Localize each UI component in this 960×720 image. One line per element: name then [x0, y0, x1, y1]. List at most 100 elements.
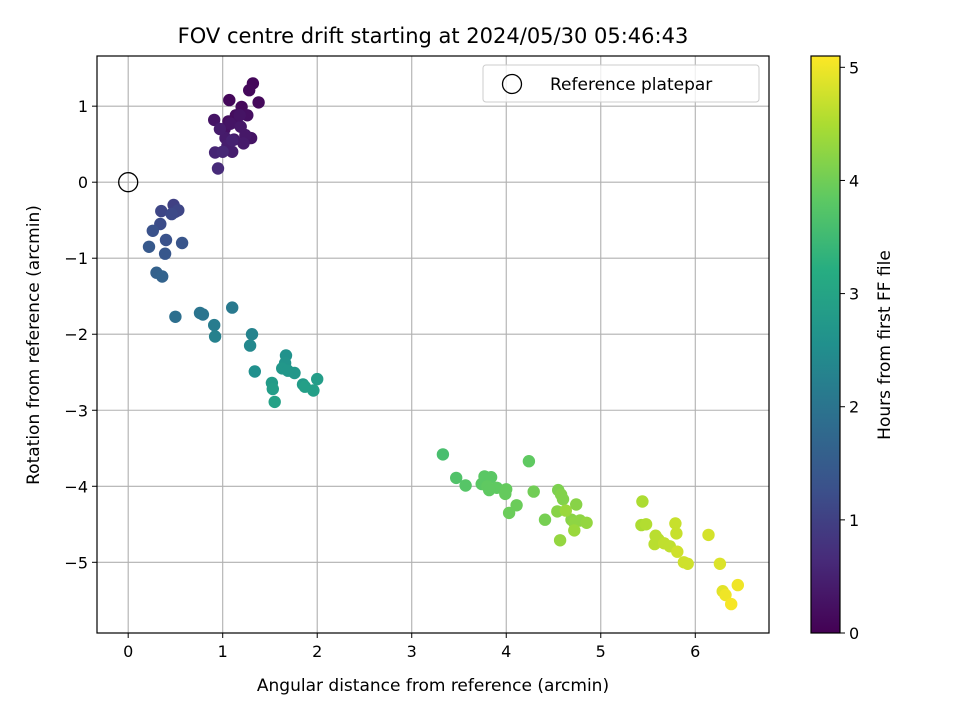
scatter-point [636, 495, 649, 508]
scatter-point [155, 204, 168, 218]
scatter-point [311, 372, 324, 386]
y-tick-label: −3 [64, 401, 88, 420]
x-tick-label: 4 [501, 642, 511, 661]
scatter-point [169, 310, 182, 323]
y-tick-label: −5 [64, 553, 88, 572]
reference-platepar-point [118, 172, 139, 193]
x-axis-ticks: 0 1 2 3 4 5 6 [123, 633, 700, 661]
scatter-point [522, 455, 536, 468]
y-tick-label: −4 [64, 477, 88, 496]
scatter-point [233, 109, 246, 122]
scatter-point [243, 339, 257, 352]
legend-box [482, 64, 760, 103]
scatter-point [713, 557, 727, 570]
scatter-point [570, 498, 583, 511]
scatter-point [196, 308, 210, 321]
scatter-point [671, 545, 684, 558]
scatter-point [499, 487, 512, 501]
colorbar-gradient [811, 56, 840, 633]
scatter-point [719, 588, 732, 602]
scatter-point [224, 117, 237, 130]
legend-entry-reference: Reference platepar [550, 75, 712, 95]
scatter-point [237, 137, 250, 150]
scatter-point [208, 318, 221, 332]
y-tick-label: −1 [64, 249, 88, 268]
plot-area: 0 1 2 3 4 5 6 1 0 −1 −2 −3 −4 −5 [64, 55, 770, 661]
scatter-point [527, 485, 540, 498]
scatter-point [502, 506, 516, 520]
scatter-point [208, 330, 222, 343]
scatter-point [670, 527, 683, 540]
scatter-point [226, 145, 239, 158]
scatter-point [158, 247, 172, 260]
legend: Reference platepar [482, 64, 760, 103]
scatter-point [268, 395, 281, 409]
scatter-point [159, 233, 173, 247]
scatter-point [216, 145, 229, 158]
x-axis-label: Angular distance from reference (arcmin) [257, 676, 609, 696]
scatter-point [568, 524, 581, 537]
scatter-point [538, 513, 552, 526]
x-tick-label: 5 [596, 642, 606, 661]
scatter-point [725, 597, 738, 611]
scatter-point [226, 134, 239, 147]
scatter-point [553, 534, 567, 547]
scatter-point [211, 162, 225, 175]
scatter-point [245, 328, 259, 341]
scatter-point [156, 270, 169, 283]
grid-lines [97, 56, 769, 633]
scatter-point [252, 96, 265, 109]
scatter-point [248, 365, 261, 378]
scatter-point [281, 364, 295, 377]
scatter-point [702, 528, 715, 542]
scatter-point [243, 84, 256, 97]
scatter-point [681, 557, 694, 570]
scatter-point [436, 448, 450, 461]
reference-layer [118, 172, 139, 193]
y-axis-ticks: 1 0 −1 −2 −3 −4 −5 [64, 97, 97, 572]
x-tick-label: 2 [312, 642, 322, 661]
colorbar-tick-label: 4 [849, 171, 859, 190]
plot-frame [96, 55, 770, 634]
scatter-point [165, 207, 178, 221]
scatter-point [146, 224, 159, 237]
scatter-point [556, 493, 570, 506]
chart-title: FOV centre drift starting at 2024/05/30 … [178, 24, 689, 48]
colorbar-tick-label: 5 [849, 58, 859, 77]
colorbar-tick-label: 1 [849, 511, 859, 530]
scatter-point [142, 240, 156, 253]
x-tick-label: 1 [218, 642, 228, 661]
scatter-point [639, 518, 653, 531]
scatter-point [669, 517, 682, 530]
scatter-point [731, 578, 744, 592]
colorbar-label: Hours from first FF file [875, 250, 895, 440]
scatter-point [266, 382, 279, 396]
x-tick-label: 6 [690, 642, 700, 661]
scatter-point [175, 236, 189, 250]
colorbar-tick-label: 0 [849, 624, 859, 643]
colorbar: 0 1 2 3 4 5 Hours from first FF file [810, 55, 895, 643]
colorbar-tick-label: 3 [849, 285, 859, 304]
scatter-point [580, 516, 593, 529]
scatter-point [559, 504, 572, 517]
colorbar-frame [810, 55, 841, 634]
scatter-point [450, 471, 463, 485]
x-tick-label: 0 [123, 642, 133, 661]
y-tick-label: 0 [78, 173, 88, 192]
scatter-point [226, 301, 239, 314]
y-axis-label: Rotation from reference (arcmin) [24, 205, 44, 485]
scatter-point [459, 479, 472, 492]
legend-reference-marker [501, 73, 523, 95]
scatter-point [510, 499, 523, 512]
x-tick-label: 3 [407, 642, 417, 661]
scatter-point [298, 380, 312, 393]
colorbar-tick-label: 2 [849, 398, 859, 417]
y-tick-label: 1 [78, 97, 88, 116]
scatter-point [213, 122, 227, 136]
y-tick-label: −2 [64, 325, 88, 344]
scatter-point [208, 113, 221, 127]
colorbar-ticks: 0 1 2 3 4 5 [840, 58, 859, 643]
scatter-point [223, 93, 236, 107]
scatter-points [142, 77, 744, 611]
